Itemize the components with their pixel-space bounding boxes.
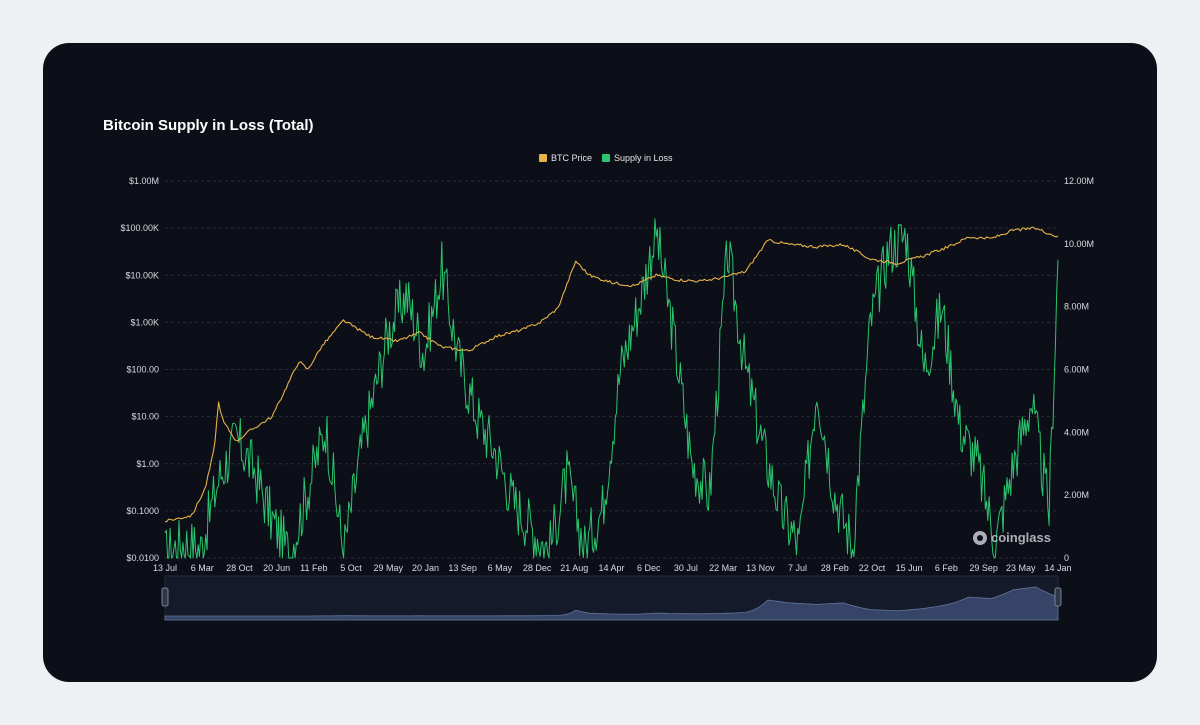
y-right-tick-label: 0 [1064,553,1069,563]
y-left-tick-label: $1.00K [130,317,159,327]
legend-label-btc-price: BTC Price [551,153,593,163]
chart-legend: BTC Price Supply in Loss [539,153,673,163]
x-tick-label: 30 Jul [674,563,698,573]
x-tick-label: 20 Jan [412,563,439,573]
legend-item-btc-price[interactable]: BTC Price [539,153,592,163]
legend-label-supply-in-loss: Supply in Loss [614,153,673,163]
x-tick-label: 13 Jul [153,563,177,573]
x-tick-label: 5 Oct [340,563,362,573]
series-btc-price-line [164,226,1059,523]
coinglass-watermark: coinglass [973,530,1051,545]
y-right-tick-label: 10.00M [1064,239,1094,249]
y-right-tick-label: 12.00M [1064,176,1094,186]
y-right-tick-label: 4.00M [1064,427,1089,437]
x-tick-label: 28 Oct [226,563,253,573]
x-tick-label: 6 Feb [935,563,958,573]
x-tick-label: 23 May [1006,563,1036,573]
y-left-tick-label: $100.00K [120,223,159,233]
y-left-tick-label: $1.00 [136,459,159,469]
x-tick-label: 14 Jan [1044,563,1071,573]
navigator-area [164,586,1059,621]
y-right-tick-label: 6.00M [1064,365,1089,375]
chart-card: Bitcoin Supply in Loss (Total) BTC Price… [43,43,1157,682]
chart-title: Bitcoin Supply in Loss (Total) [103,117,314,134]
x-tick-label: 15 Jun [896,563,923,573]
legend-swatch-supply-in-loss [602,154,611,162]
y-right-tick-label: 8.00M [1064,302,1089,312]
y-left-tick-label: $1.00M [129,176,159,186]
x-tick-label: 13 Nov [746,563,775,573]
x-tick-label: 7 Jul [788,563,807,573]
x-tick-label: 28 Feb [821,563,849,573]
x-tick-label: 6 May [488,563,513,573]
y-right-tick-label: 2.00M [1064,490,1089,500]
x-tick-label: 22 Mar [709,563,737,573]
x-tick-label: 14 Apr [598,563,624,573]
x-tick-label: 28 Dec [523,563,552,573]
y-left-tick-label: $0.0100 [126,553,159,563]
x-tick-label: 22 Oct [859,563,886,573]
y-left-tick-label: $10.00K [125,270,159,280]
navigator-handle-left[interactable] [161,587,169,607]
x-tick-label: 20 Jun [263,563,290,573]
coinglass-logo-icon [973,530,987,545]
x-tick-label: 29 May [373,563,403,573]
y-left-tick-label: $100.00 [126,365,159,375]
x-tick-label: 11 Feb [300,563,327,573]
y-left-tick-label: $10.00 [131,412,159,422]
legend-swatch-btc-price [539,154,547,162]
x-tick-label: 13 Sep [448,563,477,573]
chart-svg: $0.0100 $0.1000 $1.00 $10.00 $100.00 $1.00K $1… [120,176,1094,621]
x-tick-label: 21 Aug [560,563,588,573]
x-tick-label: 29 Sep [969,563,998,573]
x-tick-label: 6 Dec [637,563,661,573]
legend-item-supply-in-loss[interactable]: Supply in Loss [602,153,673,163]
watermark-text: coinglass [991,530,1051,545]
x-tick-label: 6 Mar [191,563,214,573]
navigator-handle-right[interactable] [1054,587,1062,607]
series-supply-in-loss-line [164,218,1059,559]
y-left-tick-label: $0.1000 [126,506,159,516]
